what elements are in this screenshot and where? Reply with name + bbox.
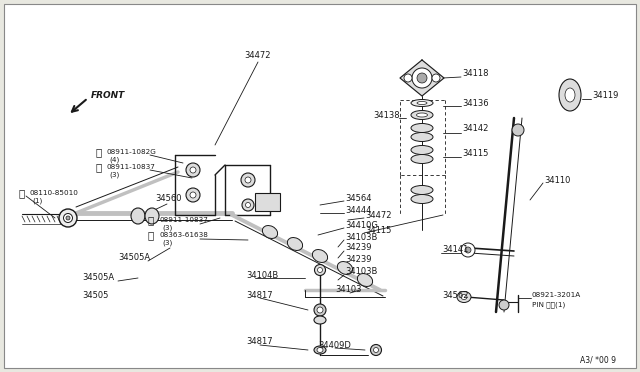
Ellipse shape	[317, 267, 323, 273]
Text: 34444: 34444	[345, 205, 371, 215]
Circle shape	[417, 73, 427, 83]
Text: (4): (4)	[109, 157, 119, 163]
Text: 34239: 34239	[345, 256, 371, 264]
Text: 34138: 34138	[373, 110, 399, 119]
Ellipse shape	[314, 346, 326, 354]
Text: 34103B: 34103B	[345, 267, 378, 276]
Text: 34564: 34564	[345, 193, 371, 202]
Text: 08911-10837: 08911-10837	[106, 164, 155, 170]
Text: 34409D: 34409D	[318, 340, 351, 350]
Text: 08363-61638: 08363-61638	[159, 232, 208, 238]
Ellipse shape	[312, 250, 328, 263]
Text: (1): (1)	[32, 198, 42, 204]
Text: 34136: 34136	[462, 99, 488, 108]
Ellipse shape	[59, 209, 77, 227]
Ellipse shape	[131, 208, 145, 224]
Text: 08911-10837: 08911-10837	[159, 217, 208, 223]
Text: 34115: 34115	[462, 148, 488, 157]
Ellipse shape	[317, 347, 323, 353]
Text: 34562: 34562	[442, 291, 468, 299]
Text: 34410G: 34410G	[345, 221, 378, 230]
Text: 34142: 34142	[462, 124, 488, 132]
Ellipse shape	[314, 264, 326, 276]
Text: 34103: 34103	[335, 285, 362, 295]
Ellipse shape	[190, 192, 196, 198]
Text: (3): (3)	[109, 172, 119, 178]
Text: FRONT: FRONT	[91, 90, 125, 99]
Ellipse shape	[242, 199, 254, 211]
Circle shape	[412, 68, 432, 88]
Ellipse shape	[262, 225, 278, 238]
Ellipse shape	[245, 177, 251, 183]
Ellipse shape	[186, 163, 200, 177]
Ellipse shape	[63, 214, 72, 222]
Text: Ⓝ: Ⓝ	[148, 215, 154, 225]
Text: 34472: 34472	[365, 211, 392, 219]
Ellipse shape	[374, 347, 378, 353]
Ellipse shape	[337, 262, 353, 275]
Text: PIN ピン(1): PIN ピン(1)	[532, 302, 565, 308]
Ellipse shape	[357, 273, 372, 286]
Ellipse shape	[411, 110, 433, 119]
Text: 08921-3201A: 08921-3201A	[532, 292, 581, 298]
Text: 34103B: 34103B	[345, 232, 378, 241]
Ellipse shape	[417, 102, 427, 105]
Circle shape	[499, 300, 509, 310]
Text: 08911-1082G: 08911-1082G	[106, 149, 156, 155]
Circle shape	[404, 74, 412, 82]
Text: 34505: 34505	[82, 292, 108, 301]
Circle shape	[461, 243, 475, 257]
Ellipse shape	[411, 99, 433, 106]
Text: Ⓝ: Ⓝ	[95, 147, 101, 157]
Circle shape	[465, 247, 471, 253]
Ellipse shape	[559, 79, 581, 111]
Ellipse shape	[457, 292, 471, 302]
Ellipse shape	[411, 154, 433, 164]
Text: 34472: 34472	[244, 51, 271, 60]
Text: 34119: 34119	[592, 90, 618, 99]
Text: Ⓢ: Ⓢ	[148, 230, 154, 240]
Text: Ⓝ: Ⓝ	[95, 162, 101, 172]
Text: 08110-85010: 08110-85010	[29, 190, 78, 196]
Ellipse shape	[241, 173, 255, 187]
Text: A3/ *00 9: A3/ *00 9	[580, 356, 616, 365]
Ellipse shape	[145, 208, 159, 224]
Ellipse shape	[314, 316, 326, 324]
Ellipse shape	[411, 195, 433, 203]
Ellipse shape	[411, 186, 433, 195]
Text: 34239: 34239	[345, 244, 371, 253]
Circle shape	[432, 74, 440, 82]
Ellipse shape	[66, 216, 70, 220]
Polygon shape	[400, 60, 444, 96]
Bar	[255, 193, 280, 211]
Text: Ⓑ: Ⓑ	[18, 188, 24, 198]
Ellipse shape	[287, 238, 303, 250]
Text: 34505A: 34505A	[82, 273, 114, 282]
Ellipse shape	[411, 132, 433, 141]
Text: 34115: 34115	[365, 225, 392, 234]
Ellipse shape	[411, 145, 433, 154]
Text: (3): (3)	[162, 225, 172, 231]
Ellipse shape	[461, 295, 467, 299]
Ellipse shape	[411, 124, 433, 132]
Ellipse shape	[417, 113, 428, 117]
Ellipse shape	[190, 167, 196, 173]
Text: 34118: 34118	[462, 68, 488, 77]
Ellipse shape	[565, 88, 575, 102]
Ellipse shape	[314, 304, 326, 316]
Circle shape	[512, 124, 524, 136]
Text: 34560: 34560	[155, 193, 182, 202]
Ellipse shape	[246, 202, 250, 208]
Text: 34817: 34817	[246, 337, 273, 346]
Text: 34104B: 34104B	[246, 270, 278, 279]
Ellipse shape	[371, 344, 381, 356]
Text: (3): (3)	[162, 240, 172, 246]
Ellipse shape	[317, 307, 323, 313]
Text: 34141: 34141	[442, 246, 468, 254]
Ellipse shape	[186, 188, 200, 202]
Text: 34110: 34110	[544, 176, 570, 185]
Text: 34817: 34817	[246, 291, 273, 299]
Text: 34505A: 34505A	[118, 253, 150, 263]
